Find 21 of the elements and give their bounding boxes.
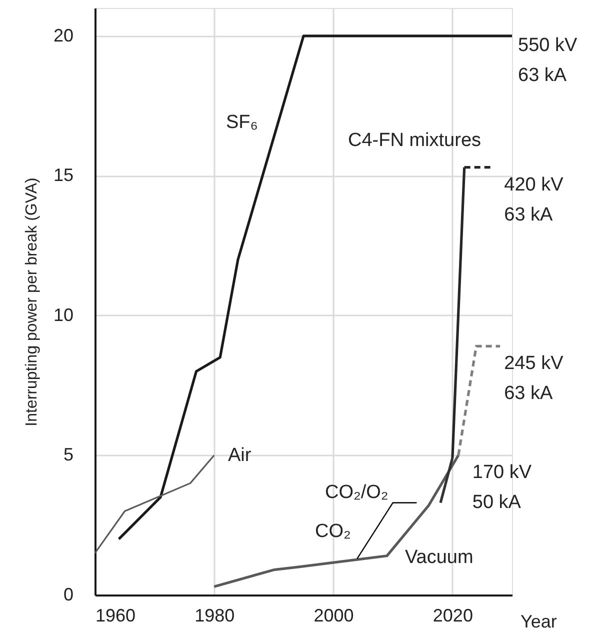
- x-axis-title: Year: [520, 612, 557, 632]
- annotation: 420 kV 63 kA: [504, 174, 564, 226]
- y-tick-label: 0: [63, 584, 74, 604]
- annotation: 170 kV 50 kA: [472, 462, 532, 514]
- x-tick-label: 1980: [194, 606, 235, 626]
- y-tick-label: 5: [63, 444, 74, 465]
- annotation: Air: [228, 445, 252, 466]
- y-tick-label: 15: [53, 165, 74, 186]
- annotation: SF₆: [226, 112, 258, 133]
- y-axis-title: Interrupting power per break (GVA): [23, 178, 40, 426]
- annotation: C4-FN mixtures: [348, 130, 482, 151]
- annotation: CO₂/O₂: [325, 482, 388, 503]
- annotation: CO₂: [315, 521, 351, 542]
- annotation: Vacuum: [405, 547, 474, 568]
- y-tick-label: 10: [53, 304, 74, 325]
- y-tick-label: 20: [53, 25, 74, 46]
- annotation: 550 kV 63 kA: [518, 34, 578, 86]
- x-tick-label: 2000: [314, 606, 354, 626]
- x-tick-label: 2020: [432, 606, 473, 626]
- annotation: 245 kV 63 kA: [504, 353, 564, 404]
- x-tick-label: 1960: [96, 606, 136, 626]
